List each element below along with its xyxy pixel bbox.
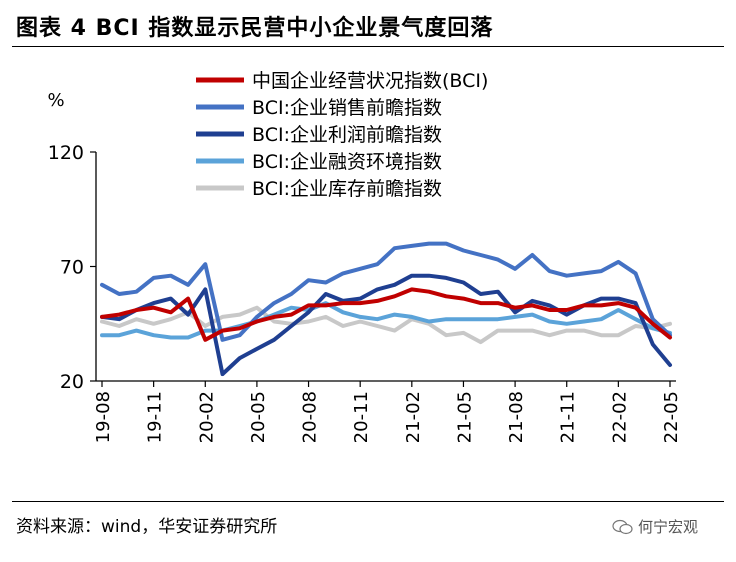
x-tick-label: 20-02 xyxy=(196,391,217,443)
watermark: 何宁宏观 xyxy=(612,516,698,537)
title-divider xyxy=(12,46,724,47)
source-note: 资料来源：wind，华安证券研究所 xyxy=(16,517,278,537)
axes: % 20 70 120 19-08 19-11 20-02 20-05 20-08 20-11 21… xyxy=(47,90,682,443)
x-tick-label: 21-05 xyxy=(454,391,475,443)
x-tick-label: 22-05 xyxy=(661,391,682,443)
chart-title: 图表 4 BCI 指数显示民营中小企业景气度回落 xyxy=(16,16,494,41)
x-tick-label: 21-02 xyxy=(403,391,424,443)
x-tick-label: 21-08 xyxy=(506,391,527,443)
y-axis-label: % xyxy=(47,90,64,111)
wechat-icon xyxy=(612,519,633,534)
legend: 中国企业经营状况指数(BCI) BCI:企业销售前瞻指数 BCI:企业利润前瞻指数 B… xyxy=(196,70,488,200)
x-tick-label: 20-11 xyxy=(351,391,372,443)
y-tick-label: 120 xyxy=(48,142,84,164)
legend-entry: 中国企业经营状况指数(BCI) xyxy=(252,70,488,92)
legend-entry: BCI:企业融资环境指数 xyxy=(252,151,442,173)
series-line xyxy=(100,273,672,377)
series-lines xyxy=(100,241,672,377)
y-tick-label: 20 xyxy=(60,371,84,393)
legend-entry: BCI:企业利润前瞻指数 xyxy=(252,124,442,146)
y-tick-label: 70 xyxy=(60,257,84,279)
series-line xyxy=(100,287,672,342)
x-tick-label: 21-11 xyxy=(558,391,579,443)
x-tick-label: 20-08 xyxy=(300,391,321,443)
series-line xyxy=(100,241,672,342)
x-tick-label: 19-08 xyxy=(93,391,114,443)
legend-entry: BCI:企业销售前瞻指数 xyxy=(252,97,442,119)
x-tick-label: 19-11 xyxy=(145,391,166,443)
line-chart: % 20 70 120 19-08 19-11 20-02 20-05 20-08 20-11 21… xyxy=(47,70,682,443)
watermark-text: 何宁宏观 xyxy=(638,518,699,536)
x-tick-label: 22-02 xyxy=(609,391,630,443)
series-line xyxy=(100,301,672,340)
source-divider xyxy=(12,501,724,502)
legend-entry: BCI:企业库存前瞻指数 xyxy=(252,178,442,200)
x-tick-label: 20-05 xyxy=(248,391,269,443)
